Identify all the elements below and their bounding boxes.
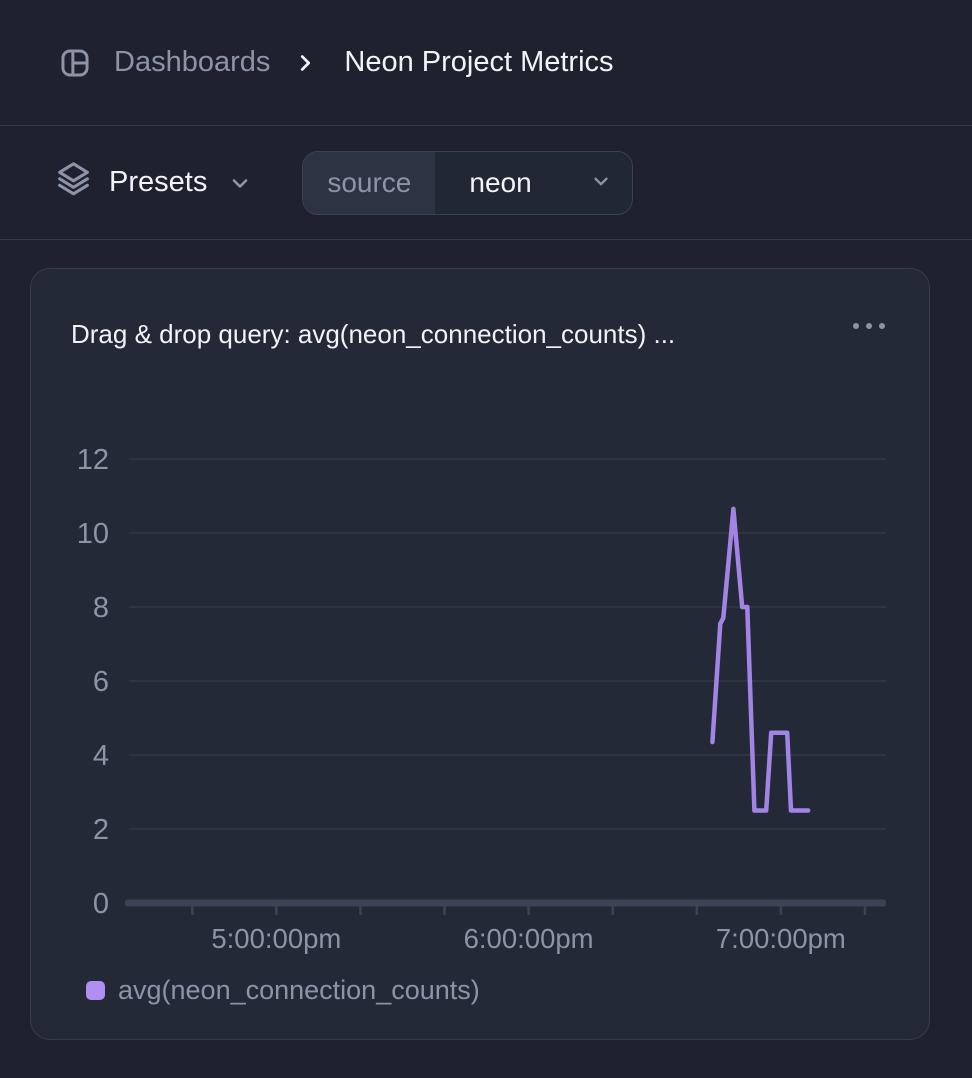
filter-key-label: source — [303, 151, 436, 214]
legend-item[interactable]: avg(neon_connection_counts) — [86, 975, 480, 1006]
chevron-right-icon — [294, 52, 316, 74]
svg-text:2: 2 — [93, 814, 109, 846]
filter-value-dropdown[interactable]: neon — [435, 151, 633, 214]
svg-text:7:00:00pm: 7:00:00pm — [716, 923, 846, 954]
page-title: Neon Project Metrics — [344, 46, 614, 78]
presets-label: Presets — [109, 166, 208, 198]
panel-title: Drag & drop query: avg(neon_connection_c… — [71, 319, 676, 349]
chevron-down-icon — [590, 167, 612, 199]
panel-menu-button[interactable] — [843, 313, 895, 339]
svg-text:12: 12 — [77, 444, 109, 476]
dashboards-icon — [58, 46, 92, 80]
chevron-down-icon — [228, 171, 252, 195]
svg-text:8: 8 — [93, 592, 109, 624]
source-filter: source neon — [302, 150, 634, 215]
toolbar: Presets source neon — [0, 126, 972, 240]
legend-label: avg(neon_connection_counts) — [118, 975, 480, 1005]
svg-text:6: 6 — [93, 666, 109, 698]
breadcrumb: Dashboards Neon Project Metrics — [0, 0, 972, 126]
svg-text:10: 10 — [77, 518, 109, 550]
svg-text:4: 4 — [93, 740, 109, 772]
dashboard-content: Drag & drop query: avg(neon_connection_c… — [0, 240, 972, 1040]
svg-text:6:00:00pm: 6:00:00pm — [464, 923, 594, 954]
filter-value-label: neon — [469, 166, 532, 198]
presets-button[interactable]: Presets — [55, 160, 252, 205]
legend-swatch — [86, 981, 105, 1000]
breadcrumb-dashboards-link[interactable]: Dashboards — [114, 46, 271, 78]
ellipsis-icon — [853, 323, 885, 329]
svg-text:5:00:00pm: 5:00:00pm — [211, 923, 341, 954]
svg-text:0: 0 — [93, 888, 109, 920]
chart-panel: Drag & drop query: avg(neon_connection_c… — [30, 268, 930, 1040]
layers-icon — [55, 160, 92, 205]
metrics-chart: 0 2 4 6 8 10 12 5:00:00pm 6:00:00pm 7:00:00pm — [77, 444, 886, 954]
